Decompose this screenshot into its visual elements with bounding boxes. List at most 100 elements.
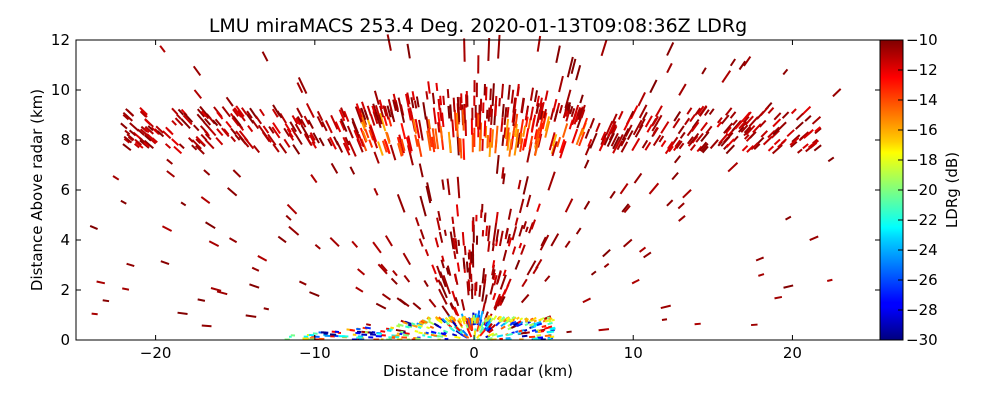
radar-echo: [327, 138, 333, 147]
radar-echo: [505, 316, 510, 321]
radar-echo: [503, 127, 507, 138]
radar-echo: [511, 246, 517, 255]
radar-echo: [526, 260, 537, 276]
radar-echo: [204, 138, 215, 150]
radar-echo: [366, 105, 372, 116]
radar-echo: [443, 229, 447, 237]
radar-echo: [305, 102, 315, 118]
radar-echo: [506, 332, 513, 337]
radar-echo: [462, 138, 466, 160]
radar-echo: [127, 136, 134, 142]
radar-echo: [518, 198, 525, 214]
radar-echo: [128, 129, 137, 137]
radar-echo: [426, 182, 433, 202]
radar-echo: [450, 315, 455, 320]
radar-echo: [717, 116, 723, 124]
radar-echo: [203, 169, 211, 176]
radar-echo: [386, 34, 392, 51]
radar-echo: [441, 318, 447, 323]
radar-echo: [511, 226, 518, 241]
radar-echo: [619, 182, 629, 195]
radar-echo: [466, 281, 470, 296]
radar-echo: [559, 139, 566, 154]
radar-echo: [721, 70, 732, 83]
radar-echo: [411, 322, 416, 326]
radar-echo: [508, 138, 513, 157]
radar-echo: [390, 326, 395, 330]
radar-echo: [781, 111, 790, 119]
radar-echo: [214, 118, 222, 127]
radar-echo: [767, 145, 775, 152]
radar-echo: [579, 94, 584, 104]
radar-echo: [296, 116, 303, 124]
radar-echo: [777, 140, 786, 149]
radar-echo: [259, 108, 265, 117]
radar-echo: [278, 142, 288, 154]
radar-echo: [544, 334, 552, 338]
radar-echo: [434, 128, 440, 150]
radar-echo: [139, 128, 150, 137]
radar-echo: [561, 123, 569, 138]
radar-echo: [516, 316, 520, 320]
radar-echo: [679, 131, 686, 139]
radar-echo: [667, 141, 674, 150]
radar-echo: [553, 109, 559, 121]
radar-echo: [414, 118, 421, 139]
radar-echo: [540, 236, 547, 247]
radar-echo: [288, 132, 295, 141]
radar-echo: [524, 116, 529, 128]
radar-echo: [441, 179, 445, 190]
radar-echo: [430, 330, 437, 334]
radar-echo: [539, 110, 544, 120]
radar-echo: [517, 179, 522, 190]
radar-echo: [329, 136, 337, 150]
radar-echo: [666, 199, 674, 207]
radar-echo: [534, 330, 538, 333]
radar-echo: [440, 332, 447, 336]
radar-echo: [484, 326, 490, 332]
y-tick-label: 10: [51, 81, 70, 99]
radar-echo: [677, 202, 685, 210]
radar-echo: [799, 131, 810, 140]
colorbar-tick-label: −26: [906, 271, 938, 289]
radar-echo: [462, 257, 466, 270]
radar-echo: [475, 317, 479, 324]
radar-echo: [431, 128, 437, 149]
radar-echo: [534, 137, 541, 157]
radar-echo: [786, 129, 795, 138]
radar-echo: [449, 231, 455, 250]
radar-echo: [666, 41, 675, 56]
radar-echo: [518, 132, 523, 145]
radar-echo: [512, 123, 516, 137]
radar-echo: [546, 316, 551, 320]
radar-echo: [430, 136, 436, 153]
radar-echo: [501, 103, 505, 118]
radar-echo: [749, 131, 757, 139]
radar-echo: [461, 329, 469, 337]
radar-echo: [375, 302, 387, 310]
radar-echo: [123, 135, 133, 144]
radar-echo: [402, 333, 409, 337]
radar-echo: [738, 121, 746, 130]
radar-echo: [102, 299, 110, 303]
radar-echo: [356, 327, 361, 331]
radar-echo: [418, 321, 424, 326]
radar-echo: [631, 137, 641, 152]
radar-echo: [491, 260, 496, 269]
radar-echo: [660, 304, 671, 310]
radar-echo: [347, 140, 357, 157]
radar-echo: [718, 133, 729, 145]
radar-echo: [122, 111, 133, 122]
radar-echo: [620, 141, 629, 153]
radar-echo: [684, 117, 691, 126]
radar-echo: [368, 139, 374, 148]
radar-echo: [321, 121, 328, 132]
radar-echo: [505, 319, 510, 323]
radar-echo: [484, 294, 488, 304]
radar-echo: [441, 112, 445, 128]
colorbar-tick-label: −20: [906, 181, 938, 199]
radar-echo: [436, 334, 444, 338]
radar-echo: [507, 237, 513, 247]
radar-echo: [221, 106, 231, 118]
radar-echo: [513, 138, 519, 156]
